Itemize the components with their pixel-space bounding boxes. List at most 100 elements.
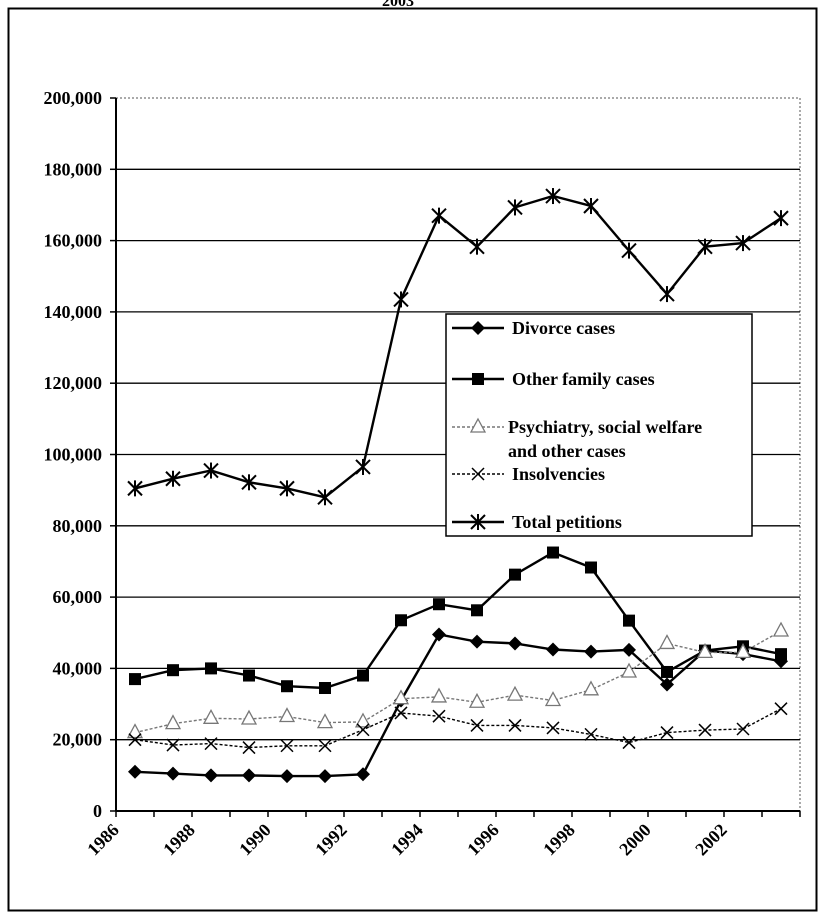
data-point [319, 682, 331, 695]
legend-box [445, 313, 753, 537]
data-point [471, 467, 485, 481]
y-tick-label: 140,000 [44, 302, 103, 322]
y-tick-label: 20,000 [53, 730, 103, 750]
legend: Divorce cases Other family cases Psychiatr… [445, 313, 753, 537]
data-point [620, 662, 638, 678]
data-point [318, 739, 332, 753]
outer-frame [7, 7, 818, 912]
x-tick-label: 2002 [691, 820, 731, 860]
data-point [773, 210, 789, 227]
data-point [622, 736, 636, 750]
x-tick-label: 1992 [311, 820, 351, 860]
data-point [697, 238, 713, 255]
data-point [660, 677, 674, 692]
data-point [242, 768, 256, 783]
data-point [205, 662, 217, 675]
data-point [470, 634, 484, 649]
series-line [134, 194, 782, 499]
data-point [166, 766, 180, 781]
data-point [127, 480, 143, 497]
data-point [392, 689, 410, 705]
legend-label: Other family cases [512, 369, 655, 389]
series-total-petitions [127, 188, 789, 506]
legend-label: Divorce cases [512, 318, 615, 338]
data-point [696, 642, 714, 659]
series-line [134, 551, 782, 690]
data-point [242, 741, 256, 755]
data-point [661, 665, 673, 678]
legend-label: Insolvencies [512, 464, 605, 484]
y-tick-label: 120,000 [44, 373, 103, 393]
data-point [167, 664, 179, 677]
data-point [546, 721, 560, 735]
data-point [623, 614, 635, 627]
data-point [278, 707, 296, 723]
data-point [355, 458, 371, 475]
data-point [166, 738, 180, 752]
data-point [240, 709, 258, 725]
data-point [128, 764, 142, 779]
data-point [659, 286, 675, 303]
y-tick-label: 0 [93, 801, 102, 821]
data-point [431, 207, 447, 224]
data-point [126, 723, 144, 739]
data-point [622, 642, 636, 657]
legend-label-cont: and other cases [508, 441, 626, 461]
x-tick-label: 1998 [539, 820, 579, 860]
y-tick-label: 100,000 [44, 445, 103, 465]
top-label: 2003 [382, 0, 414, 10]
series-line [134, 630, 782, 734]
data-point [354, 712, 372, 728]
data-point [433, 598, 445, 611]
data-point [356, 723, 370, 737]
data-point [279, 480, 295, 497]
y-tick-label: 40,000 [53, 658, 103, 678]
data-point [583, 198, 599, 215]
data-point [736, 722, 750, 736]
data-point [317, 489, 333, 506]
data-point [585, 561, 597, 574]
data-point [470, 718, 484, 732]
data-point [318, 769, 332, 784]
data-point [546, 642, 560, 657]
data-point [164, 714, 182, 730]
data-point [584, 727, 598, 741]
data-point [468, 692, 486, 708]
data-point [128, 733, 142, 747]
x-tick-label: 1988 [159, 820, 199, 860]
series-psychiatry-social-welfare-and-other-cases [126, 621, 790, 739]
y-tick-label: 60,000 [53, 587, 103, 607]
data-point [772, 621, 790, 637]
data-point [432, 627, 446, 642]
x-tick-label: 1994 [387, 820, 427, 860]
series-line [134, 708, 782, 749]
data-point [316, 713, 334, 729]
data-point [203, 462, 219, 479]
data-point [698, 723, 712, 737]
data-point [204, 737, 218, 751]
data-point [508, 718, 522, 732]
legend-label: Psychiatry, social welfare [508, 417, 702, 437]
data-point [506, 685, 524, 701]
x-tick-label: 1996 [463, 820, 503, 860]
series-insolvencies [128, 702, 788, 755]
data-point [470, 514, 486, 530]
data-point [774, 702, 788, 716]
data-point [584, 644, 598, 659]
data-point [734, 642, 752, 659]
data-point [280, 739, 294, 753]
legend-label: Total petitions [512, 512, 622, 532]
data-point [471, 604, 483, 617]
series-divorce-cases [128, 627, 788, 784]
data-point [509, 568, 521, 581]
data-point [735, 235, 751, 252]
y-tick-label: 80,000 [53, 516, 103, 536]
x-tick-label: 1990 [235, 820, 275, 860]
data-point [241, 474, 257, 491]
data-point [507, 199, 523, 216]
data-point [129, 673, 141, 686]
data-point [775, 648, 787, 661]
data-point [393, 291, 409, 308]
